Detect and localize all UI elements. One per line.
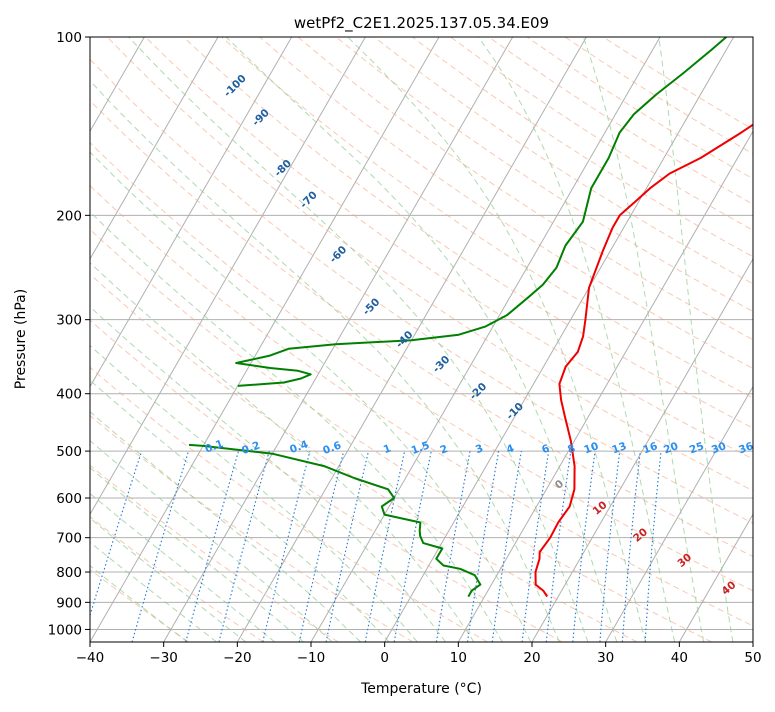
x-tick-label: −10: [297, 650, 326, 666]
y-axis-label: Pressure (hPa): [13, 289, 29, 389]
y-tick-label: 900: [56, 595, 82, 611]
chart-title: wetPf2_C2E1.2025.137.05.34.E09: [294, 14, 549, 33]
x-tick-label: −40: [76, 650, 105, 666]
x-tick-label: 20: [523, 650, 540, 666]
y-tick-label: 200: [56, 208, 82, 224]
y-tick-label: 1000: [48, 622, 82, 638]
isotherm-line: [0, 37, 71, 642]
y-tick-label: 100: [56, 30, 82, 46]
x-tick-label: 10: [450, 650, 467, 666]
isotherm-line: [753, 37, 775, 642]
x-tick-label: 40: [671, 650, 688, 666]
y-tick-label: 400: [56, 387, 82, 403]
x-tick-label: 50: [744, 650, 761, 666]
y-tick-label: 300: [56, 313, 82, 329]
y-tick-label: 800: [56, 565, 82, 581]
x-tick-label: 30: [597, 650, 614, 666]
x-tick-label: 0: [380, 650, 389, 666]
y-tick-label: 500: [56, 444, 82, 460]
y-tick-label: 700: [56, 531, 82, 547]
x-tick-label: −30: [149, 650, 178, 666]
y-tick-label: 600: [56, 491, 82, 507]
x-axis-label: Temperature (°C): [360, 681, 482, 697]
x-tick-label: −20: [223, 650, 252, 666]
